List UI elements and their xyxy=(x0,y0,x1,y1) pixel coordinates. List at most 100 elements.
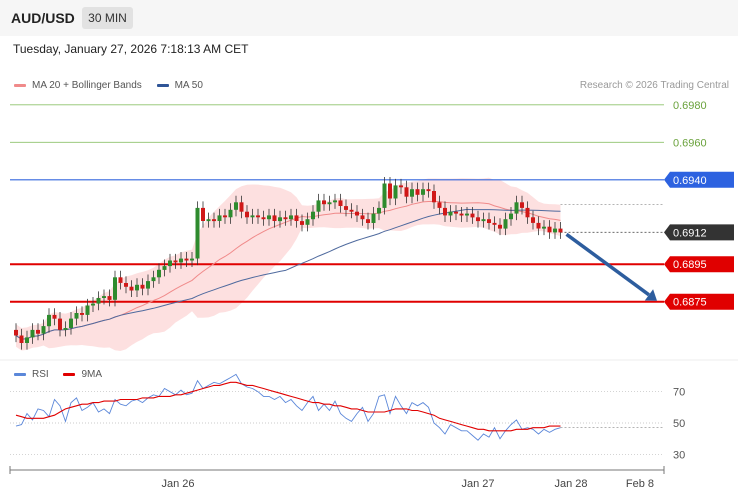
candle-body xyxy=(531,217,535,223)
forecast-arrow xyxy=(565,232,657,301)
candle-body xyxy=(63,328,68,330)
level-tag-0.6895 xyxy=(664,256,734,273)
candle-body xyxy=(190,258,194,261)
candle-body xyxy=(118,277,123,283)
candle-body xyxy=(41,326,46,334)
bollinger-band-area xyxy=(16,177,561,351)
candle-body xyxy=(327,202,332,205)
candle-body xyxy=(107,296,112,300)
candle-body xyxy=(289,215,293,220)
moving-averages xyxy=(15,200,561,340)
price-legend: MA 20 + Bollinger Bands MA 50 xyxy=(14,80,215,91)
candle-body xyxy=(168,260,172,267)
candle-body xyxy=(102,296,106,298)
candle-body xyxy=(212,219,216,222)
candle-body xyxy=(553,228,557,233)
time-axis: Jan 26 Jan 27 Jan 28 Feb 8 xyxy=(9,466,665,490)
candle-body xyxy=(195,207,200,259)
candle-body xyxy=(525,207,530,218)
candle-body xyxy=(487,219,491,223)
level-label-0.6980: 0.6980 xyxy=(673,100,707,112)
level-tag-0.6940 xyxy=(664,171,734,188)
candle-body xyxy=(338,200,343,206)
ma20-swatch-icon xyxy=(14,83,26,87)
time-tick-label: Jan 28 xyxy=(554,478,587,490)
rsi-series-9MA xyxy=(15,381,561,432)
candle-body xyxy=(283,217,288,220)
candle-body xyxy=(239,202,244,212)
legend-rsi: RSI xyxy=(14,369,49,380)
candle-body xyxy=(305,219,310,225)
candle-body xyxy=(272,215,277,221)
arrow-shaft xyxy=(565,232,650,297)
candle-body xyxy=(184,258,189,261)
rsi-series-RSI xyxy=(15,373,561,441)
timeframe-button[interactable]: 30 MIN xyxy=(82,7,133,29)
candle-body xyxy=(124,283,128,287)
candle-body xyxy=(349,209,354,212)
candle-body xyxy=(536,222,541,229)
rsi-legend: RSI 9MA xyxy=(14,369,114,380)
candle-body xyxy=(96,298,101,304)
candle-body xyxy=(91,303,95,306)
candle-body xyxy=(173,260,178,263)
candle-body xyxy=(322,200,326,205)
candle-body xyxy=(135,284,139,291)
candle-body xyxy=(113,277,117,300)
candle-body xyxy=(399,185,403,188)
legend-ma50: MA 50 xyxy=(156,80,203,91)
candle-body xyxy=(344,206,348,210)
candle-body xyxy=(432,191,436,203)
candle-body xyxy=(294,215,299,221)
candle-body xyxy=(415,189,420,195)
candle-body xyxy=(201,207,205,221)
candle-body xyxy=(151,277,156,282)
candle-body xyxy=(80,313,84,315)
candle-body xyxy=(74,313,79,319)
candle-body xyxy=(30,329,35,338)
ma50-line xyxy=(15,208,561,340)
candle-body xyxy=(443,207,447,216)
candle-body xyxy=(162,266,167,270)
candle-body xyxy=(129,286,134,291)
candle-body xyxy=(366,219,370,223)
candle-body xyxy=(217,215,222,221)
candle-body xyxy=(542,226,546,229)
candle-body xyxy=(437,202,442,208)
time-tick-label: Jan 26 xyxy=(161,478,194,490)
arrow-head-icon xyxy=(644,289,657,301)
candle-body xyxy=(146,281,150,289)
symbol-title: AUD/USD xyxy=(11,10,75,26)
candle-body xyxy=(547,226,552,233)
candle-body xyxy=(234,202,238,210)
candle-body xyxy=(509,213,513,220)
candle-body xyxy=(206,219,211,222)
time-tick-label: Jan 27 xyxy=(461,478,494,490)
level-label-0.6960: 0.6960 xyxy=(673,137,707,149)
rsi-tick-30: 30 xyxy=(673,449,685,461)
candle-body xyxy=(388,183,392,199)
legend-ma20: MA 20 + Bollinger Bands xyxy=(14,80,142,91)
candle-body xyxy=(58,318,62,330)
candle-body xyxy=(514,202,519,214)
candle-body xyxy=(25,337,29,343)
candle-body xyxy=(470,213,475,218)
candle-body xyxy=(371,213,376,223)
candle-body xyxy=(481,219,486,222)
candle-body xyxy=(223,215,227,218)
candle-body xyxy=(410,189,414,197)
level-label-0.6940: 0.6940 xyxy=(673,175,707,187)
candle-body xyxy=(503,219,508,229)
level-lines xyxy=(10,104,664,303)
candle-body xyxy=(360,215,365,220)
candle-body xyxy=(465,213,469,216)
level-label-0.6875: 0.6875 xyxy=(673,297,707,309)
candle-body xyxy=(300,221,304,225)
candle-body xyxy=(492,222,497,225)
candle-body xyxy=(448,211,453,216)
time-tick-label: Feb 8 xyxy=(626,478,654,490)
candle-body xyxy=(52,314,57,319)
candle-body xyxy=(47,314,51,327)
candle-body xyxy=(333,200,337,203)
